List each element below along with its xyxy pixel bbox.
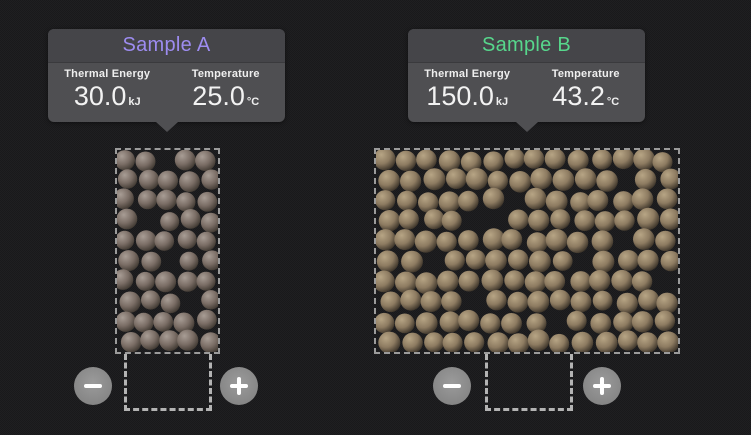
plus-icon	[230, 377, 248, 395]
plus-icon	[593, 377, 611, 395]
thermal-energy-stat: Thermal Energy 30.0 kJ	[48, 63, 167, 122]
sample-b-container	[374, 148, 680, 354]
sample-a-title: Sample A	[122, 34, 211, 56]
temperature-value: 43.2	[552, 81, 605, 111]
sample-b-add-energy-button[interactable]	[583, 367, 621, 405]
minus-icon	[84, 377, 102, 395]
temperature-value: 25.0	[192, 81, 245, 111]
sample-b-remove-energy-button[interactable]	[433, 367, 471, 405]
thermal-energy-value: 30.0	[73, 81, 127, 111]
thermal-energy-label: Thermal Energy	[424, 68, 511, 80]
sample-a-info-panel: Sample A Thermal Energy 30.0 kJ Temperat…	[48, 29, 285, 132]
temperature-label: Temperature	[551, 68, 620, 80]
sample-a-stats: Thermal Energy 30.0 kJ Temperature 25.0 …	[48, 63, 285, 122]
temperature-stat: Temperature 43.2 °C	[527, 63, 646, 122]
sample-b-info-panel: Sample B Thermal Energy 150.0 kJ Tempera…	[408, 29, 645, 132]
sample-a-add-zone	[124, 354, 212, 411]
sample-b-title: Sample B	[481, 34, 572, 56]
thermal-energy-unit: kJ	[128, 96, 141, 108]
sample-a-add-energy-button[interactable]	[220, 367, 258, 405]
sample-a-remove-energy-button[interactable]	[74, 367, 112, 405]
sample-b-stats: Thermal Energy 150.0 kJ Temperature 43.2…	[408, 63, 645, 122]
thermal-energy-label: Thermal Energy	[64, 68, 151, 80]
panel-pointer	[155, 122, 178, 132]
sample-a-particles-canvas	[117, 150, 218, 352]
temperature-stat: Temperature 25.0 °C	[167, 63, 286, 122]
sample-a-header: Sample A	[48, 29, 285, 63]
temperature-unit: °C	[246, 96, 260, 108]
temperature-unit: °C	[606, 96, 620, 108]
sample-a-container	[115, 148, 220, 354]
thermal-energy-value: 150.0	[426, 81, 494, 111]
sample-b-add-zone	[485, 354, 573, 411]
thermal-energy-unit: kJ	[495, 96, 509, 108]
temperature-label: Temperature	[191, 68, 260, 80]
thermal-energy-stat: Thermal Energy 150.0 kJ	[408, 63, 527, 122]
sample-b-particles-canvas	[376, 150, 678, 352]
sample-b-header: Sample B	[408, 29, 645, 63]
panel-pointer	[515, 122, 538, 132]
minus-icon	[443, 377, 461, 395]
